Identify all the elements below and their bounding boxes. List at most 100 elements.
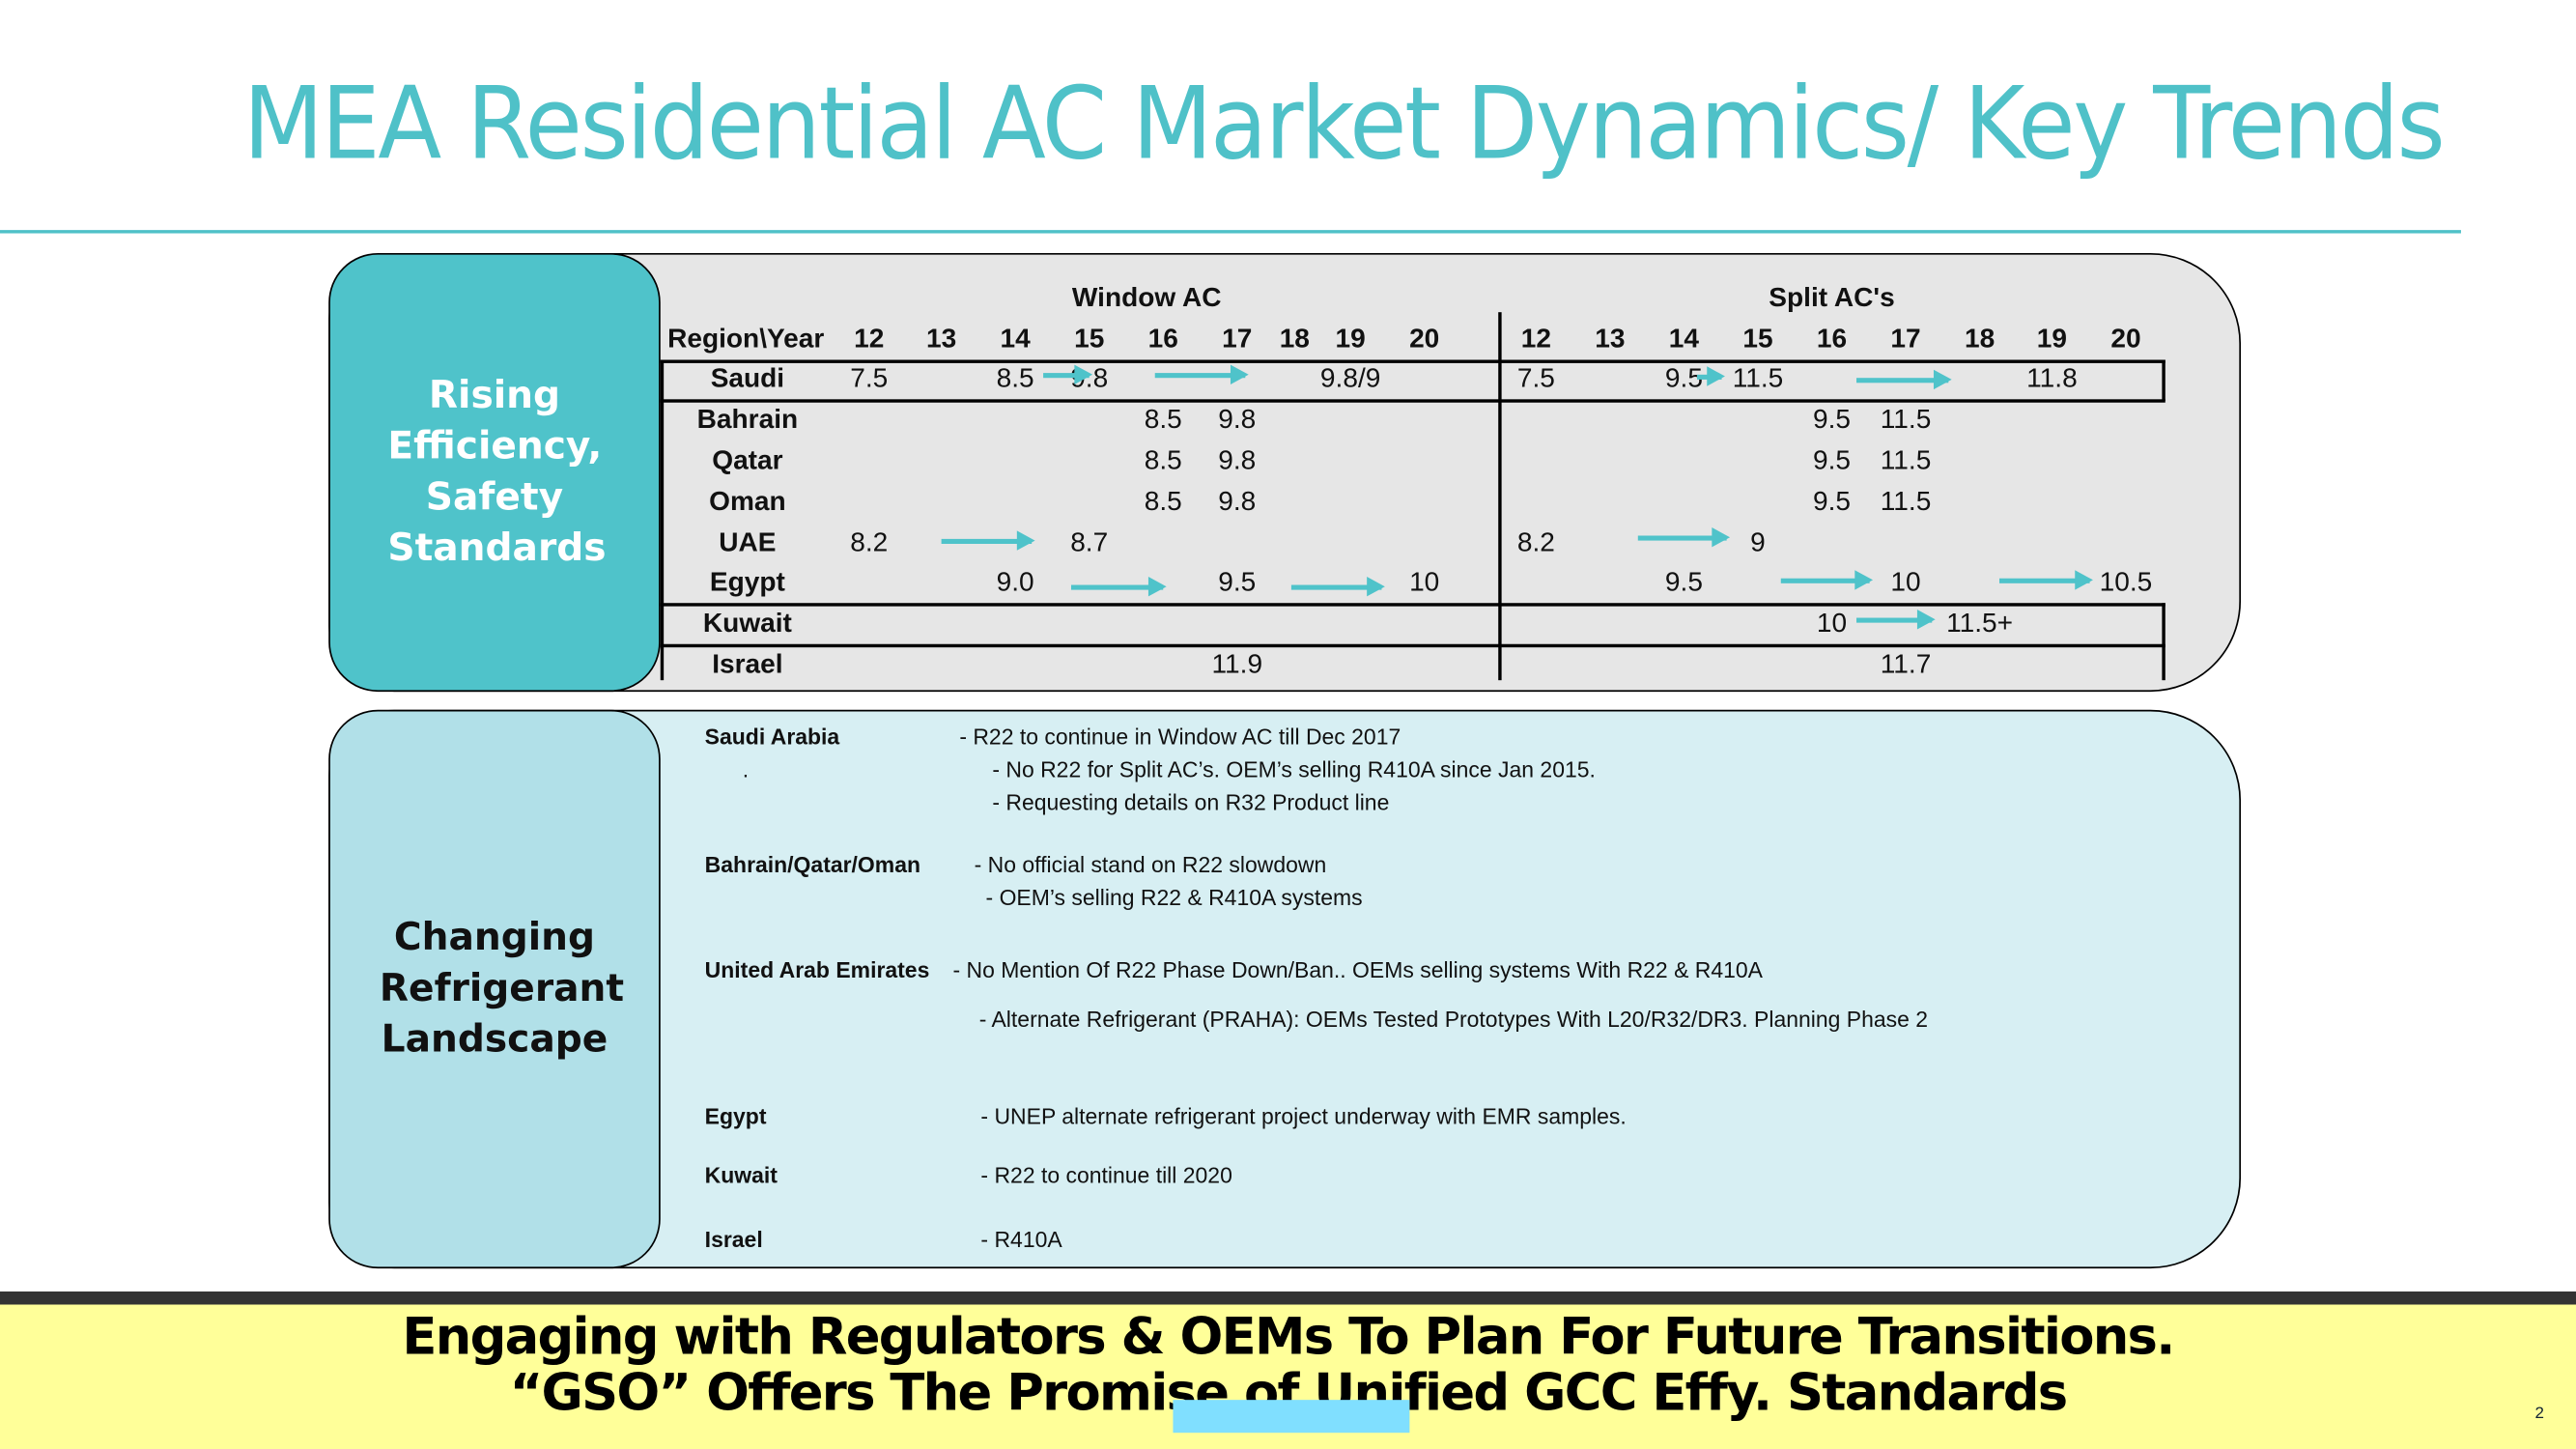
table-left-border	[660, 359, 665, 681]
region-name: Bahrain	[696, 405, 799, 435]
split-eer-value: 11.5	[1732, 363, 1784, 394]
split-eer-value: 10	[1890, 567, 1921, 598]
title-divider	[0, 230, 2461, 234]
region-name: Oman	[709, 487, 786, 517]
note-region-label: Israel	[704, 1227, 763, 1253]
note-line: - UNEP alternate refrigerant project und…	[980, 1104, 1627, 1129]
trend-arrow-icon	[1856, 369, 1952, 390]
region-name: UAE	[719, 527, 777, 558]
region-name: Qatar	[712, 445, 783, 476]
trend-arrow-icon	[1780, 570, 1874, 590]
split-year-header: 15	[1742, 324, 1773, 355]
split-year-header: 12	[1520, 324, 1551, 355]
trend-arrow-icon	[1637, 526, 1731, 548]
refrigerant-section-label: Changing Refrigerant Landscape	[328, 709, 661, 1269]
efficiency-label-text: Rising Efficiency, Safety Standards	[387, 373, 607, 570]
split-eer-value: 11.8	[2026, 363, 2078, 394]
split-eer-value: 9.5	[1812, 487, 1852, 517]
window-ac-header: Window AC	[1071, 283, 1222, 314]
window-eer-value: 8.5	[1144, 405, 1182, 435]
window-year-header: 19	[1335, 324, 1366, 355]
window-eer-value: 9.8	[1218, 487, 1257, 517]
window-eer-value: 7.5	[850, 363, 889, 394]
split-year-header: 16	[1816, 324, 1848, 355]
note-region-label: Saudi Arabia	[704, 724, 840, 750]
page-title: MEA Residential AC Market Dynamics/ Key …	[242, 66, 2446, 183]
split-year-header: 14	[1668, 324, 1700, 355]
note-line: - No official stand on R22 slowdown	[974, 852, 1327, 878]
table-rule	[660, 399, 2166, 403]
split-eer-value: 7.5	[1516, 363, 1555, 394]
note-line: - R410A	[980, 1227, 1062, 1253]
note-line: - No R22 for Split AC’s. OEM’s selling R…	[992, 757, 1596, 782]
window-eer-value: 8.5	[996, 363, 1034, 394]
region-name: Saudi	[710, 363, 785, 394]
window-eer-value: 9.8	[1218, 445, 1257, 476]
window-eer-value: 8.2	[850, 527, 889, 558]
split-year-header: 20	[2110, 324, 2141, 355]
trend-arrow-icon	[941, 530, 1035, 551]
split-eer-value: 8.2	[1516, 527, 1555, 558]
trend-arrow-icon	[1070, 577, 1167, 597]
split-eer-value: 11.7	[1880, 649, 1932, 680]
note-line: - OEM’s selling R22 & R410A systems	[985, 885, 1363, 911]
split-year-header: 17	[1890, 324, 1921, 355]
split-eer-value: 10	[1816, 609, 1848, 639]
region-year-header: Region\Year	[667, 324, 825, 355]
split-eer-value: 11.5	[1880, 445, 1932, 476]
table-rule	[660, 603, 2166, 607]
split-eer-value: 9	[1750, 527, 1766, 558]
note-region-label: United Arab Emirates	[704, 957, 930, 983]
split-eer-value: 9.5	[1664, 363, 1703, 394]
note-marker: .	[742, 757, 750, 782]
trend-arrow-icon	[1856, 610, 1936, 630]
split-year-header: 19	[2036, 324, 2068, 355]
note-region-label: Kuwait	[704, 1163, 778, 1188]
split-eer-value: 11.5	[1880, 405, 1932, 435]
window-eer-value: 11.9	[1211, 649, 1263, 680]
window-eer-value: 9.8/9	[1319, 363, 1381, 394]
saudi-box-right	[2162, 359, 2166, 402]
kuwait-israel-box-right	[2162, 603, 2166, 681]
note-line: - R22 to continue in Window AC till Dec …	[959, 724, 1401, 750]
window-eer-value: 8.5	[1144, 487, 1182, 517]
key-message-banner: Engaging with Regulators & OEMs To Plan …	[0, 1304, 2576, 1449]
window-year-header: 12	[854, 324, 885, 355]
window-eer-value: 9.0	[996, 567, 1034, 598]
split-eer-value: 11.5	[1880, 487, 1932, 517]
footer-divider	[0, 1291, 2576, 1305]
window-year-header: 18	[1279, 324, 1310, 355]
trend-arrow-icon	[1154, 364, 1249, 385]
split-year-header: 18	[1964, 324, 1996, 355]
trend-arrow-icon	[1998, 570, 2093, 590]
table-rule	[660, 643, 2166, 648]
split-eer-value: 9.5	[1812, 445, 1852, 476]
table-rule	[660, 359, 2166, 363]
window-eer-value: 9.8	[1218, 405, 1257, 435]
note-line: - R22 to continue till 2020	[980, 1163, 1232, 1188]
window-year-header: 14	[1000, 324, 1031, 355]
region-name: Israel	[712, 649, 783, 680]
banner-line-1: Engaging with Regulators & OEMs To Plan …	[402, 1307, 2175, 1368]
window-eer-value: 8.5	[1144, 445, 1182, 476]
window-year-header: 16	[1147, 324, 1178, 355]
split-eer-value: 9.5	[1812, 405, 1852, 435]
note-line: - No Mention Of R22 Phase Down/Ban.. OEM…	[952, 957, 1763, 983]
window-year-header: 20	[1409, 324, 1440, 355]
note-line: - Requesting details on R32 Product line	[992, 790, 1390, 815]
region-name: Kuwait	[702, 609, 792, 639]
note-region-label: Bahrain/Qatar/Oman	[704, 852, 921, 878]
split-ac-header: Split AC's	[1769, 283, 1895, 314]
window-year-header: 17	[1222, 324, 1253, 355]
split-eer-value: 11.5+	[1946, 609, 2014, 639]
highlight-mark	[1173, 1400, 1410, 1434]
window-eer-value: 8.7	[1070, 527, 1109, 558]
split-eer-value: 9.5	[1664, 567, 1703, 598]
efficiency-table: Window AC Split AC's Region\Year 12 12 13 13 14…	[0, 0, 2576, 706]
efficiency-section-label: Rising Efficiency, Safety Standards	[328, 252, 661, 693]
trend-arrow-icon	[1290, 577, 1385, 597]
region-name: Egypt	[709, 567, 785, 598]
table-divider	[1498, 312, 1502, 681]
window-year-header: 15	[1074, 324, 1105, 355]
